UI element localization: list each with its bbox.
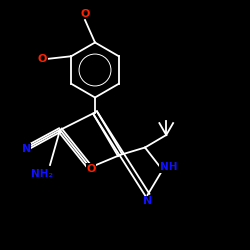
Text: NH₂: NH₂	[32, 169, 54, 179]
Text: NH: NH	[160, 162, 178, 172]
Text: N: N	[22, 144, 31, 154]
Text: N: N	[143, 196, 152, 206]
Text: O: O	[86, 164, 96, 174]
Text: O: O	[38, 54, 47, 64]
Text: O: O	[80, 9, 90, 19]
